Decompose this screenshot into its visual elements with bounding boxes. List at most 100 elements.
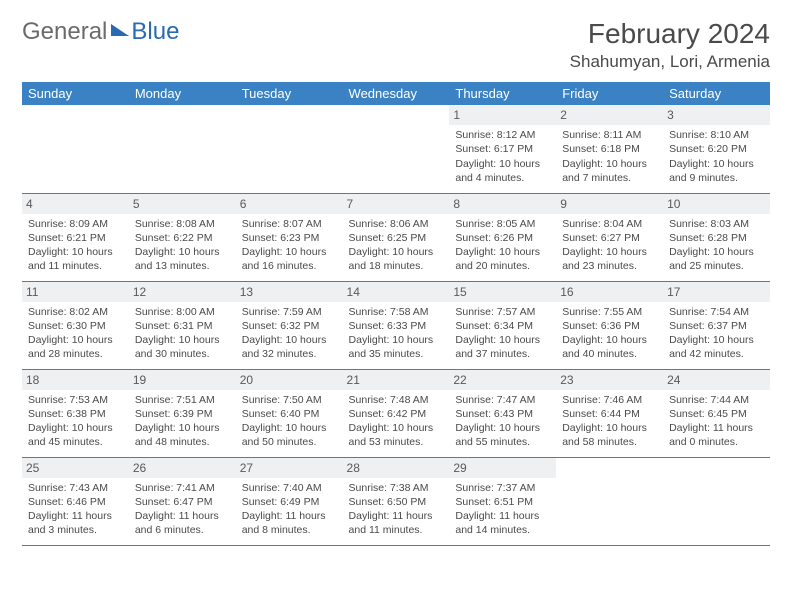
day-header: Thursday (449, 82, 556, 105)
calendar-day: 9Sunrise: 8:04 AMSunset: 6:27 PMDaylight… (556, 193, 663, 281)
location: Shahumyan, Lori, Armenia (570, 52, 770, 72)
day-header: Wednesday (343, 82, 450, 105)
day-number: 1 (449, 105, 556, 125)
calendar-day: 1Sunrise: 8:12 AMSunset: 6:17 PMDaylight… (449, 105, 556, 193)
day-number: 4 (22, 194, 129, 214)
day-info-line: Daylight: 10 hours (28, 421, 123, 435)
day-number: 29 (449, 458, 556, 478)
day-number: 27 (236, 458, 343, 478)
day-info-line: Sunset: 6:28 PM (669, 231, 764, 245)
day-info-line: Sunrise: 8:08 AM (135, 217, 230, 231)
day-info-line: Sunset: 6:18 PM (562, 142, 657, 156)
day-info-line: Sunset: 6:47 PM (135, 495, 230, 509)
day-header-row: Sunday Monday Tuesday Wednesday Thursday… (22, 82, 770, 105)
day-info-line: Daylight: 11 hours (455, 509, 550, 523)
day-info-line: and 6 minutes. (135, 523, 230, 537)
day-info-line: Sunrise: 8:11 AM (562, 128, 657, 142)
calendar-day: 22Sunrise: 7:47 AMSunset: 6:43 PMDayligh… (449, 369, 556, 457)
day-info-line: Sunset: 6:22 PM (135, 231, 230, 245)
day-info-line: Daylight: 10 hours (135, 245, 230, 259)
calendar-day: 4Sunrise: 8:09 AMSunset: 6:21 PMDaylight… (22, 193, 129, 281)
day-info-line: Daylight: 10 hours (562, 245, 657, 259)
day-info-line: and 3 minutes. (28, 523, 123, 537)
day-info-line: Daylight: 10 hours (349, 245, 444, 259)
day-info-line: and 58 minutes. (562, 435, 657, 449)
calendar-day: 18Sunrise: 7:53 AMSunset: 6:38 PMDayligh… (22, 369, 129, 457)
day-info-line: Sunrise: 8:04 AM (562, 217, 657, 231)
day-info-line: Sunrise: 7:53 AM (28, 393, 123, 407)
day-info-line: Daylight: 10 hours (562, 421, 657, 435)
day-info-line: Sunrise: 7:57 AM (455, 305, 550, 319)
day-info-line: Sunset: 6:33 PM (349, 319, 444, 333)
day-info-line: and 53 minutes. (349, 435, 444, 449)
day-info-line: Sunrise: 8:06 AM (349, 217, 444, 231)
day-info-line: Daylight: 10 hours (349, 421, 444, 435)
day-info-line: Sunrise: 7:38 AM (349, 481, 444, 495)
calendar-day: 17Sunrise: 7:54 AMSunset: 6:37 PMDayligh… (663, 281, 770, 369)
day-info-line: Sunrise: 8:02 AM (28, 305, 123, 319)
calendar-week: 4Sunrise: 8:09 AMSunset: 6:21 PMDaylight… (22, 193, 770, 281)
calendar-week: 1Sunrise: 8:12 AMSunset: 6:17 PMDaylight… (22, 105, 770, 193)
day-number: 7 (343, 194, 450, 214)
day-info-line: Sunrise: 8:09 AM (28, 217, 123, 231)
day-info-line: Sunrise: 7:54 AM (669, 305, 764, 319)
day-info-line: Sunset: 6:36 PM (562, 319, 657, 333)
day-info-line: Sunset: 6:26 PM (455, 231, 550, 245)
calendar-day: 28Sunrise: 7:38 AMSunset: 6:50 PMDayligh… (343, 457, 450, 545)
day-number: 12 (129, 282, 236, 302)
day-info-line: and 4 minutes. (455, 171, 550, 185)
day-info-line: and 23 minutes. (562, 259, 657, 273)
calendar-day (236, 105, 343, 193)
day-info-line: Sunrise: 7:58 AM (349, 305, 444, 319)
calendar-day: 29 Sunrise: 7:37 AMSunset: 6:51 PMDayligh… (449, 457, 556, 545)
day-info-line: Sunset: 6:23 PM (242, 231, 337, 245)
calendar-day: 20Sunrise: 7:50 AMSunset: 6:40 PMDayligh… (236, 369, 343, 457)
logo-text-blue: Blue (131, 18, 179, 46)
calendar-day: 15Sunrise: 7:57 AMSunset: 6:34 PMDayligh… (449, 281, 556, 369)
day-info-line: and 37 minutes. (455, 347, 550, 361)
day-info-line: Daylight: 10 hours (28, 333, 123, 347)
calendar-day: 19Sunrise: 7:51 AMSunset: 6:39 PMDayligh… (129, 369, 236, 457)
day-info-line: and 16 minutes. (242, 259, 337, 273)
day-info-line: Sunrise: 8:03 AM (669, 217, 764, 231)
calendar-day: 14Sunrise: 7:58 AMSunset: 6:33 PMDayligh… (343, 281, 450, 369)
calendar-day (22, 105, 129, 193)
day-info-line: and 14 minutes. (455, 523, 550, 537)
title-block: February 2024 Shahumyan, Lori, Armenia (570, 18, 770, 72)
day-info-line: Sunrise: 7:50 AM (242, 393, 337, 407)
month-title: February 2024 (570, 18, 770, 50)
day-info-line: Sunset: 6:32 PM (242, 319, 337, 333)
day-info-line: Sunrise: 8:05 AM (455, 217, 550, 231)
day-number: 6 (236, 194, 343, 214)
day-number: 11 (22, 282, 129, 302)
day-info-line: Sunrise: 8:12 AM (455, 128, 550, 142)
day-info-line: Daylight: 10 hours (562, 157, 657, 171)
day-info-line: Sunset: 6:51 PM (455, 495, 550, 509)
day-info-line: Sunset: 6:34 PM (455, 319, 550, 333)
day-number: 24 (663, 370, 770, 390)
calendar-day: 13Sunrise: 7:59 AMSunset: 6:32 PMDayligh… (236, 281, 343, 369)
day-info-line: and 42 minutes. (669, 347, 764, 361)
day-info-line: Daylight: 10 hours (669, 245, 764, 259)
day-number: 17 (663, 282, 770, 302)
day-number: 5 (129, 194, 236, 214)
calendar-day: 26Sunrise: 7:41 AMSunset: 6:47 PMDayligh… (129, 457, 236, 545)
calendar-day: 12Sunrise: 8:00 AMSunset: 6:31 PMDayligh… (129, 281, 236, 369)
day-info-line: and 48 minutes. (135, 435, 230, 449)
day-info-line: Sunrise: 7:37 AM (455, 481, 550, 495)
day-info-line: Sunrise: 7:41 AM (135, 481, 230, 495)
day-info-line: and 32 minutes. (242, 347, 337, 361)
day-info-line: Sunrise: 7:43 AM (28, 481, 123, 495)
day-number: 8 (449, 194, 556, 214)
day-info-line: and 7 minutes. (562, 171, 657, 185)
day-info-line: and 20 minutes. (455, 259, 550, 273)
day-info-line: Sunset: 6:46 PM (28, 495, 123, 509)
calendar-day (129, 105, 236, 193)
day-info-line: and 13 minutes. (135, 259, 230, 273)
day-info-line: and 25 minutes. (669, 259, 764, 273)
day-info-line: Daylight: 10 hours (562, 333, 657, 347)
day-info-line: Daylight: 11 hours (242, 509, 337, 523)
day-info-line: Sunset: 6:44 PM (562, 407, 657, 421)
day-info-line: Sunset: 6:45 PM (669, 407, 764, 421)
day-info-line: Sunrise: 7:46 AM (562, 393, 657, 407)
